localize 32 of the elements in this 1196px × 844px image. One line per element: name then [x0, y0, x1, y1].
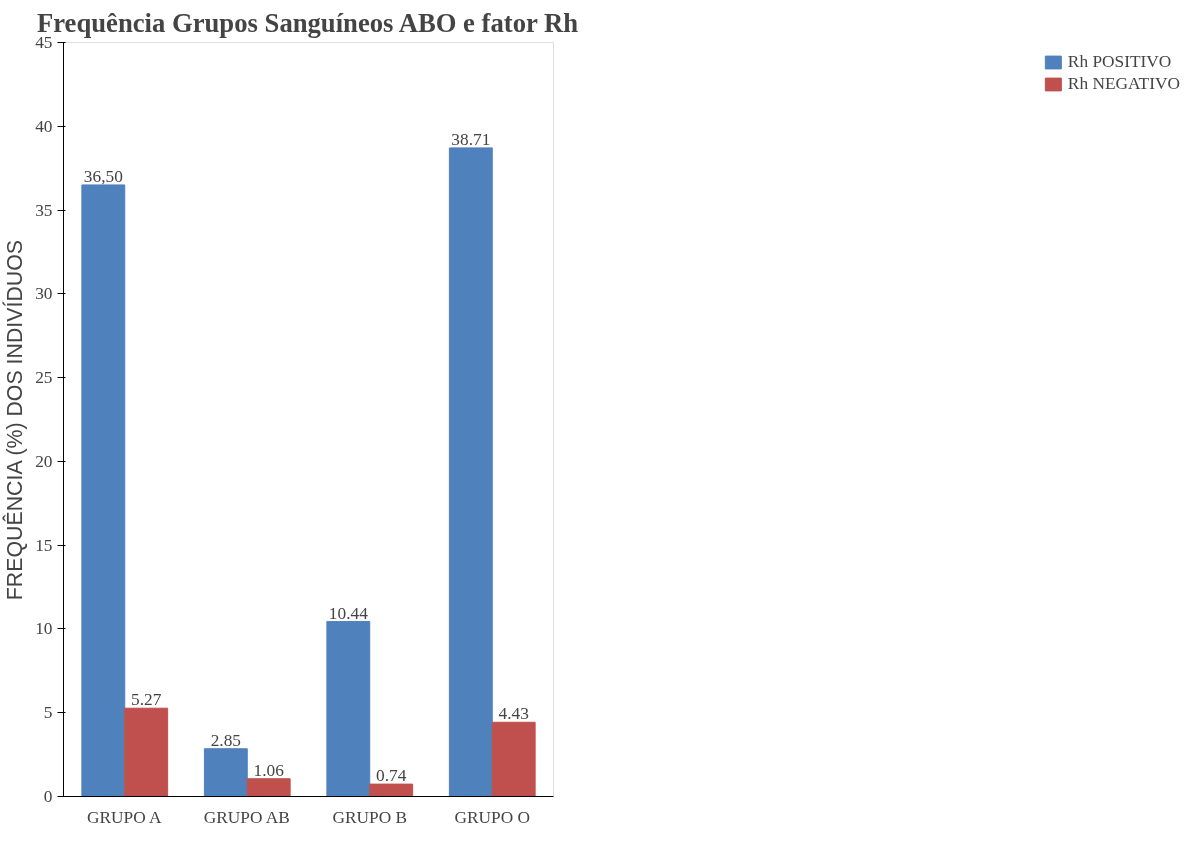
legend-label: Rh NEGATIVO: [1067, 74, 1180, 94]
data-label: 38.71: [451, 129, 491, 149]
data-label: 36,50: [83, 166, 123, 186]
x-tick-label: GRUPO A: [86, 807, 163, 827]
x-tick-label: GRUPO AB: [203, 807, 290, 827]
x-tick-label: GRUPO O: [454, 807, 531, 827]
bar: [448, 147, 493, 797]
data-label: 2.85: [210, 730, 241, 750]
x-tick-label: GRUPO B: [332, 807, 408, 827]
bar: [326, 621, 371, 797]
y-axis-title: FREQUÊNCIA (%) DOS INDIVÍDUOS: [2, 239, 28, 601]
y-tick-label: 40: [35, 116, 53, 136]
bar: [81, 184, 126, 797]
data-label: 5.27: [131, 690, 162, 710]
y-tick-label: 10: [35, 619, 53, 639]
data-label: 0.74: [376, 766, 407, 786]
legend-label: Rh POSITIVO: [1067, 52, 1172, 72]
data-label: 4.43: [498, 704, 529, 724]
y-tick-label: 0: [43, 787, 53, 806]
bar: [369, 783, 414, 797]
data-label: 10.44: [328, 603, 369, 623]
y-tick-label: 15: [35, 535, 53, 555]
bar: [203, 748, 248, 797]
bar: [246, 778, 291, 797]
y-tick-label: 5: [43, 703, 53, 723]
y-tick-label: 25: [35, 368, 53, 388]
y-tick-label: 35: [35, 200, 53, 220]
bar: [491, 721, 536, 797]
bar: [124, 707, 169, 797]
y-tick-label: 20: [35, 451, 53, 471]
data-label: 1.06: [253, 760, 285, 780]
y-tick-label: 30: [35, 284, 53, 304]
